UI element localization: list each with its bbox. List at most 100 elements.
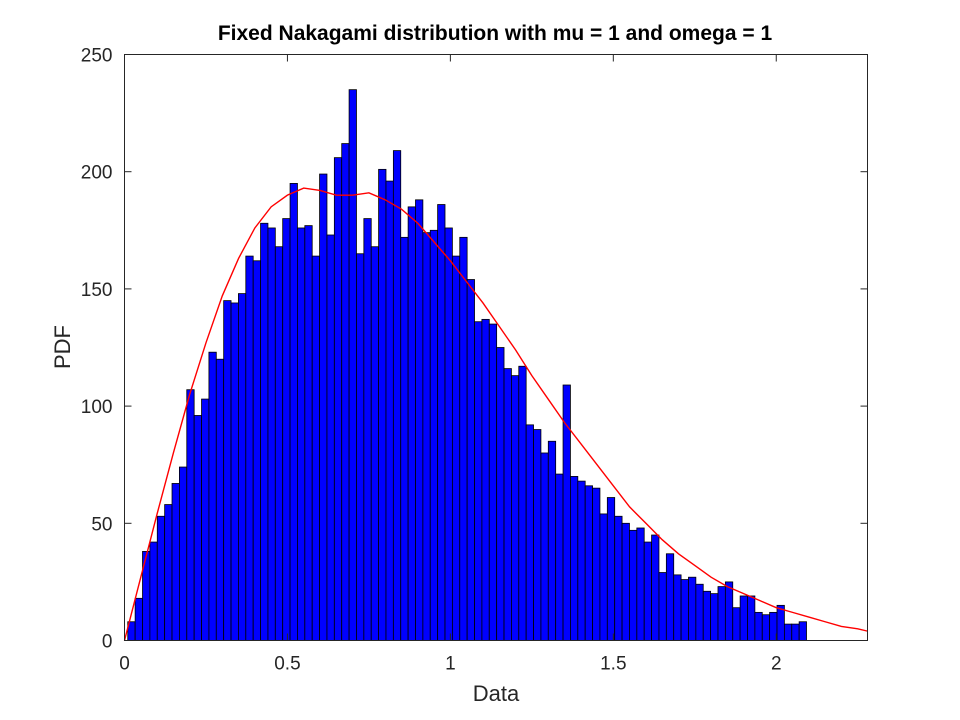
histogram-bar: [289, 183, 298, 641]
histogram-bar: [547, 440, 557, 641]
histogram-bar: [636, 527, 645, 641]
histogram-bar: [577, 480, 586, 641]
histogram-bar: [437, 204, 446, 641]
histogram-bar: [599, 513, 608, 641]
histogram-bar: [776, 604, 785, 641]
histogram-bar: [555, 473, 564, 641]
histogram-bar: [496, 347, 505, 641]
histogram-bar: [260, 222, 269, 641]
histogram-bar: [348, 89, 357, 641]
histogram-bar: [665, 553, 675, 641]
histogram-bar: [525, 424, 534, 641]
histogram-bar: [179, 466, 188, 641]
histogram-bar: [451, 255, 461, 641]
histogram-bar: [370, 246, 380, 641]
histogram-bar: [341, 143, 350, 641]
histogram-bar: [474, 321, 483, 641]
histogram-bar: [643, 541, 652, 641]
y-tick-label: 100: [81, 397, 113, 418]
histogram-bar: [422, 232, 431, 641]
histogram-bar: [658, 572, 667, 641]
histogram-bar: [149, 541, 158, 641]
histogram-bar: [798, 621, 807, 641]
histogram-bar: [717, 586, 726, 641]
histogram-bar: [732, 607, 741, 641]
histogram-bar: [614, 515, 623, 641]
histogram-bar: [385, 180, 394, 641]
histogram-bar: [488, 323, 498, 641]
histogram-bar: [562, 384, 571, 641]
histogram-bar: [621, 522, 630, 641]
histogram-bar: [511, 375, 520, 641]
histogram-bar: [171, 483, 180, 641]
y-axis-ticks: 0 50 100 150 200 250: [81, 46, 868, 653]
histogram-bar: [415, 199, 424, 641]
histogram-bar: [193, 415, 202, 641]
histogram-bar: [238, 293, 247, 641]
histogram-bar: [695, 583, 704, 641]
histogram-bar: [164, 504, 173, 641]
histogram-bar: [791, 623, 800, 641]
histogram-bar: [503, 368, 512, 641]
histogram-bar: [252, 260, 261, 641]
histogram-bar: [215, 358, 225, 641]
histogram-bar: [245, 255, 254, 641]
x-axis-ticks: 0 0.5 1 1.5 2: [119, 54, 782, 675]
y-tick-label: 0: [102, 632, 113, 653]
histogram-bar: [724, 581, 734, 641]
histogram-bar: [356, 253, 365, 641]
histogram-bar: [208, 351, 217, 641]
histogram-bar: [444, 227, 453, 641]
histogram-bar: [584, 485, 593, 641]
plot-frame: [124, 54, 868, 641]
histogram-bar: [297, 227, 306, 641]
histogram-bar: [466, 279, 475, 641]
histogram-bar: [592, 487, 601, 641]
histogram-bar: [134, 597, 143, 641]
histogram-bar: [629, 529, 638, 641]
histogram-bar: [481, 318, 490, 641]
histogram-bar: [783, 623, 793, 641]
histogram-bar: [540, 452, 549, 641]
histogram-bar: [304, 225, 313, 641]
histogram-bar: [429, 229, 439, 641]
histogram-bar: [702, 590, 712, 641]
histogram-bar: [651, 534, 660, 641]
y-tick-label: 250: [81, 46, 113, 67]
histogram-bar: [754, 611, 763, 641]
y-tick-label: 50: [91, 514, 112, 535]
y-tick-label: 200: [81, 163, 113, 184]
histogram-bar: [673, 574, 682, 641]
histogram-bar: [761, 614, 771, 641]
histogram-bar: [747, 595, 756, 641]
histogram-bar: [518, 365, 527, 641]
y-axis-label: PDF: [50, 325, 75, 369]
histogram-bar: [230, 302, 239, 641]
histogram-bar: [326, 234, 335, 641]
histogram-bar: [363, 218, 372, 641]
histogram-bar: [606, 497, 616, 641]
histogram-bar: [533, 429, 542, 641]
histogram-bar: [311, 255, 320, 641]
x-axis-label: Data: [473, 681, 520, 706]
x-tick-label: 1.5: [600, 654, 626, 675]
x-tick-label: 0.5: [274, 654, 300, 675]
histogram-bars: [127, 89, 807, 641]
histogram-bar: [459, 236, 468, 641]
histogram-bar: [570, 476, 579, 641]
x-tick-label: 0: [119, 654, 130, 675]
pdf-curve-line: [123, 187, 868, 641]
histogram-bar: [319, 173, 328, 641]
histogram-bar: [186, 389, 195, 641]
histogram-bar: [680, 579, 689, 641]
histogram-bar: [156, 515, 166, 641]
histogram-bar: [333, 157, 343, 641]
y-tick-label: 150: [81, 280, 113, 301]
histogram-bar: [400, 236, 409, 641]
histogram-bar: [201, 398, 210, 641]
histogram-bar: [688, 576, 697, 641]
histogram-bar: [378, 168, 387, 641]
histogram-bar: [223, 300, 232, 641]
histogram-bar: [392, 150, 402, 641]
